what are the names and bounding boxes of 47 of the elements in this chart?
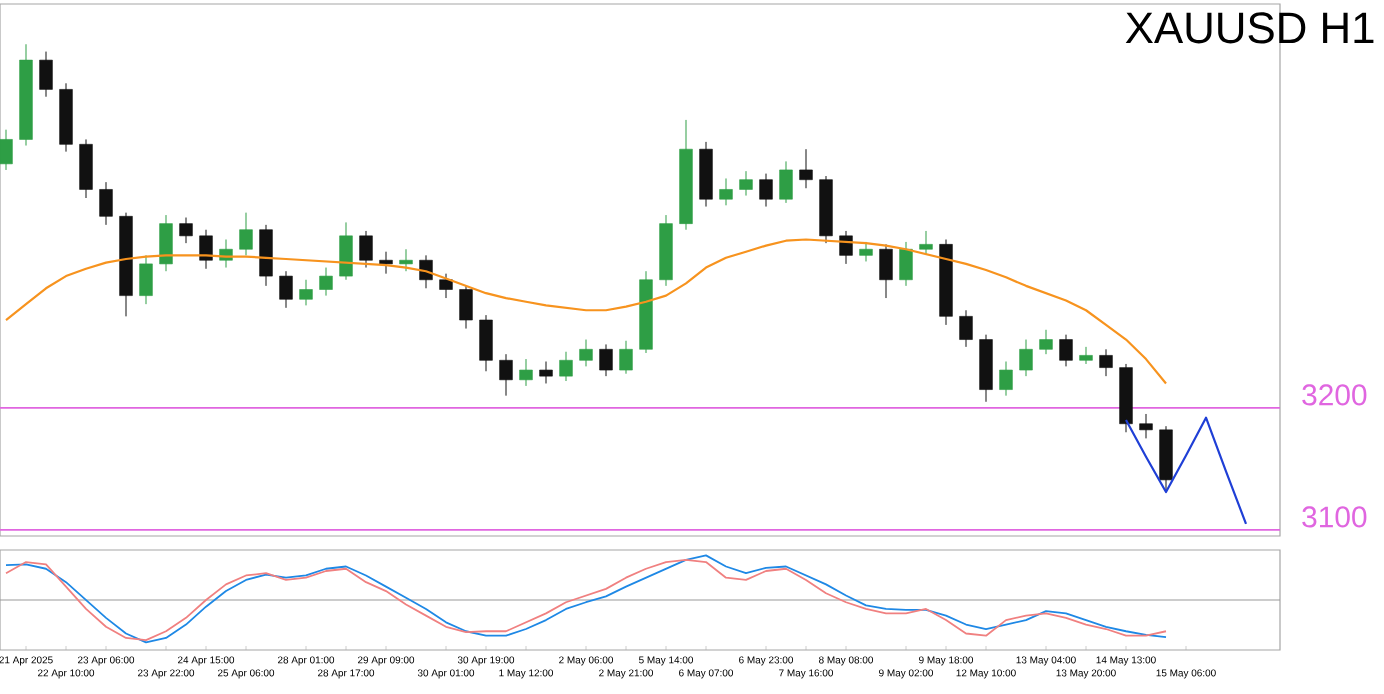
candlestick	[319, 267, 333, 297]
ref-line-label: 3200	[1302, 384, 1367, 406]
candlestick	[339, 221, 353, 281]
candlestick	[1079, 346, 1093, 365]
candlestick	[719, 177, 733, 206]
candlestick	[0, 129, 13, 171]
candlestick	[559, 351, 573, 382]
candlestick	[759, 173, 773, 208]
candlestick	[439, 273, 453, 299]
candlestick	[799, 148, 813, 189]
candlestick	[459, 285, 473, 330]
candlestick	[959, 309, 973, 348]
candlestick	[779, 160, 793, 204]
candlestick	[879, 243, 893, 299]
candlestick	[839, 230, 853, 265]
candlestick	[579, 339, 593, 367]
candlestick	[1059, 334, 1073, 367]
candlestick	[399, 248, 413, 272]
candlestick	[1019, 339, 1033, 377]
candlestick	[299, 279, 313, 306]
candlestick	[159, 214, 173, 272]
candlestick	[899, 241, 913, 287]
candlestick	[199, 229, 213, 270]
candlestick	[379, 251, 393, 275]
candlestick	[79, 138, 93, 199]
candlestick	[539, 361, 553, 384]
chart-title: XAUUSD H1	[1125, 12, 1374, 44]
candlestick	[619, 340, 633, 375]
candlestick	[1099, 348, 1113, 377]
candlestick	[519, 358, 533, 387]
candlestick	[99, 181, 113, 226]
candlestick	[279, 270, 293, 309]
candlestick	[359, 230, 373, 269]
candlestick	[179, 217, 193, 244]
candlestick	[1039, 329, 1053, 355]
candlestick	[1139, 413, 1153, 439]
candlestick	[499, 353, 513, 397]
candlestick	[739, 170, 753, 197]
candlestick	[239, 212, 253, 256]
candlestick	[599, 343, 613, 377]
candlestick	[999, 361, 1013, 397]
candlestick	[919, 230, 933, 255]
candlestick	[479, 314, 493, 372]
candlestick	[39, 51, 53, 98]
ref-line-label: 3100	[1302, 506, 1367, 528]
candlestick	[259, 224, 273, 287]
candlestick	[139, 254, 153, 305]
